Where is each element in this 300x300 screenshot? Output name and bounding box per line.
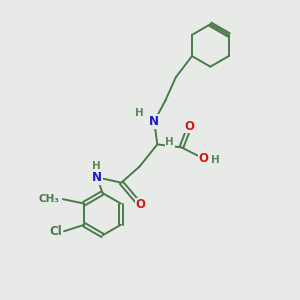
Text: N: N xyxy=(92,171,102,184)
Text: H: H xyxy=(92,161,101,171)
Text: H: H xyxy=(165,137,174,147)
Text: CH₃: CH₃ xyxy=(39,194,60,204)
Text: N: N xyxy=(149,115,159,128)
Text: H: H xyxy=(135,108,143,118)
Text: Cl: Cl xyxy=(49,225,62,238)
Text: O: O xyxy=(184,120,195,133)
Text: O: O xyxy=(199,152,208,165)
Text: H: H xyxy=(212,155,220,165)
Text: O: O xyxy=(136,198,146,211)
